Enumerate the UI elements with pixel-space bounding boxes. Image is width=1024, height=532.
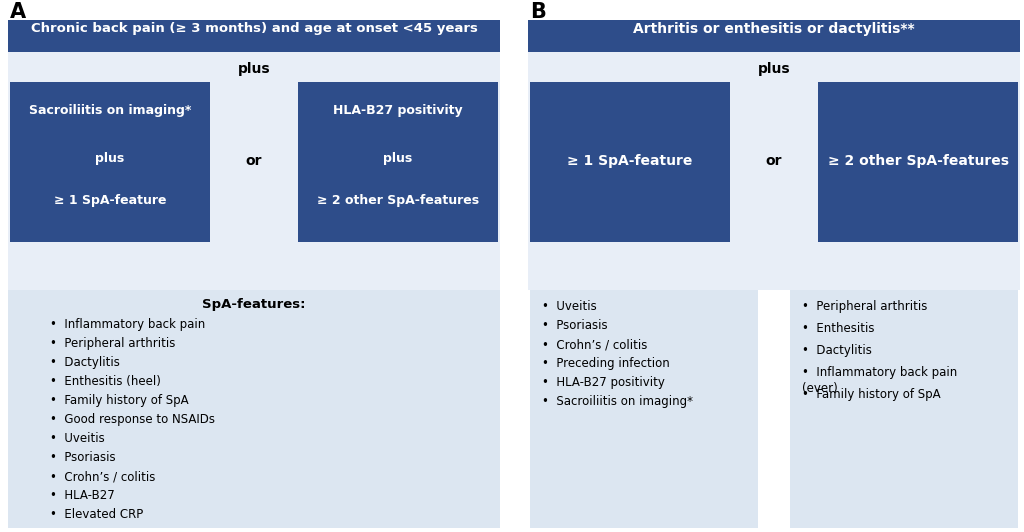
- Text: ≥ 1 SpA-feature: ≥ 1 SpA-feature: [53, 194, 166, 207]
- Bar: [8, 20, 500, 52]
- Bar: [8, 290, 500, 528]
- Text: ≥ 1 SpA-feature: ≥ 1 SpA-feature: [567, 154, 692, 168]
- Text: •  Family history of SpA: • Family history of SpA: [802, 388, 941, 401]
- Text: B: B: [530, 2, 546, 22]
- Text: ≥ 2 other SpA-features: ≥ 2 other SpA-features: [317, 194, 479, 207]
- Text: •  Sacroiliitis on imaging*: • Sacroiliitis on imaging*: [542, 395, 693, 408]
- Text: A: A: [10, 2, 27, 22]
- Text: •  Peripheral arthritis: • Peripheral arthritis: [802, 300, 928, 313]
- Text: or: or: [766, 154, 782, 168]
- Bar: [10, 82, 210, 242]
- Text: •  Inflammatory back pain
(ever): • Inflammatory back pain (ever): [802, 366, 957, 395]
- Text: •  Crohn’s / colitis: • Crohn’s / colitis: [50, 470, 156, 483]
- Text: plus: plus: [758, 62, 791, 76]
- Text: •  Family history of SpA: • Family history of SpA: [50, 394, 188, 407]
- Bar: [530, 290, 758, 528]
- Bar: [528, 20, 1020, 52]
- Text: •  HLA-B27 positivity: • HLA-B27 positivity: [542, 376, 665, 389]
- Text: •  Inflammatory back pain: • Inflammatory back pain: [50, 318, 205, 331]
- Bar: [528, 52, 1020, 290]
- Text: •  Good response to NSAIDs: • Good response to NSAIDs: [50, 413, 215, 426]
- Bar: [790, 290, 1018, 528]
- Text: HLA-B27 positivity: HLA-B27 positivity: [333, 104, 463, 117]
- Text: •  Uveitis: • Uveitis: [50, 432, 104, 445]
- Text: •  Peripheral arthritis: • Peripheral arthritis: [50, 337, 175, 350]
- Text: •  Psoriasis: • Psoriasis: [50, 451, 116, 464]
- Text: plus: plus: [383, 152, 413, 165]
- Text: Chronic back pain (≥ 3 months) and age at onset <45 years: Chronic back pain (≥ 3 months) and age a…: [31, 22, 477, 35]
- Text: •  Enthesitis: • Enthesitis: [802, 322, 874, 335]
- Text: •  Preceding infection: • Preceding infection: [542, 357, 670, 370]
- Bar: [530, 82, 730, 242]
- Text: or: or: [246, 154, 262, 168]
- Text: •  Dactylitis: • Dactylitis: [50, 356, 120, 369]
- Text: •  HLA-B27: • HLA-B27: [50, 489, 115, 502]
- Text: •  Crohn’s / colitis: • Crohn’s / colitis: [542, 338, 647, 351]
- Text: •  Elevated CRP: • Elevated CRP: [50, 508, 143, 521]
- Bar: [818, 82, 1018, 242]
- Text: •  Dactylitis: • Dactylitis: [802, 344, 871, 357]
- Text: Sacroiliitis on imaging*: Sacroiliitis on imaging*: [29, 104, 191, 117]
- Text: Arthritis or enthesitis or dactylitis**: Arthritis or enthesitis or dactylitis**: [633, 22, 914, 36]
- Bar: [298, 82, 498, 242]
- Text: plus: plus: [95, 152, 125, 165]
- Bar: [8, 52, 500, 290]
- Text: •  Psoriasis: • Psoriasis: [542, 319, 607, 332]
- Text: plus: plus: [238, 62, 270, 76]
- Text: SpA-features:: SpA-features:: [203, 298, 306, 311]
- Text: •  Enthesitis (heel): • Enthesitis (heel): [50, 375, 161, 388]
- Text: •  Uveitis: • Uveitis: [542, 300, 597, 313]
- Text: ≥ 2 other SpA-features: ≥ 2 other SpA-features: [827, 154, 1009, 168]
